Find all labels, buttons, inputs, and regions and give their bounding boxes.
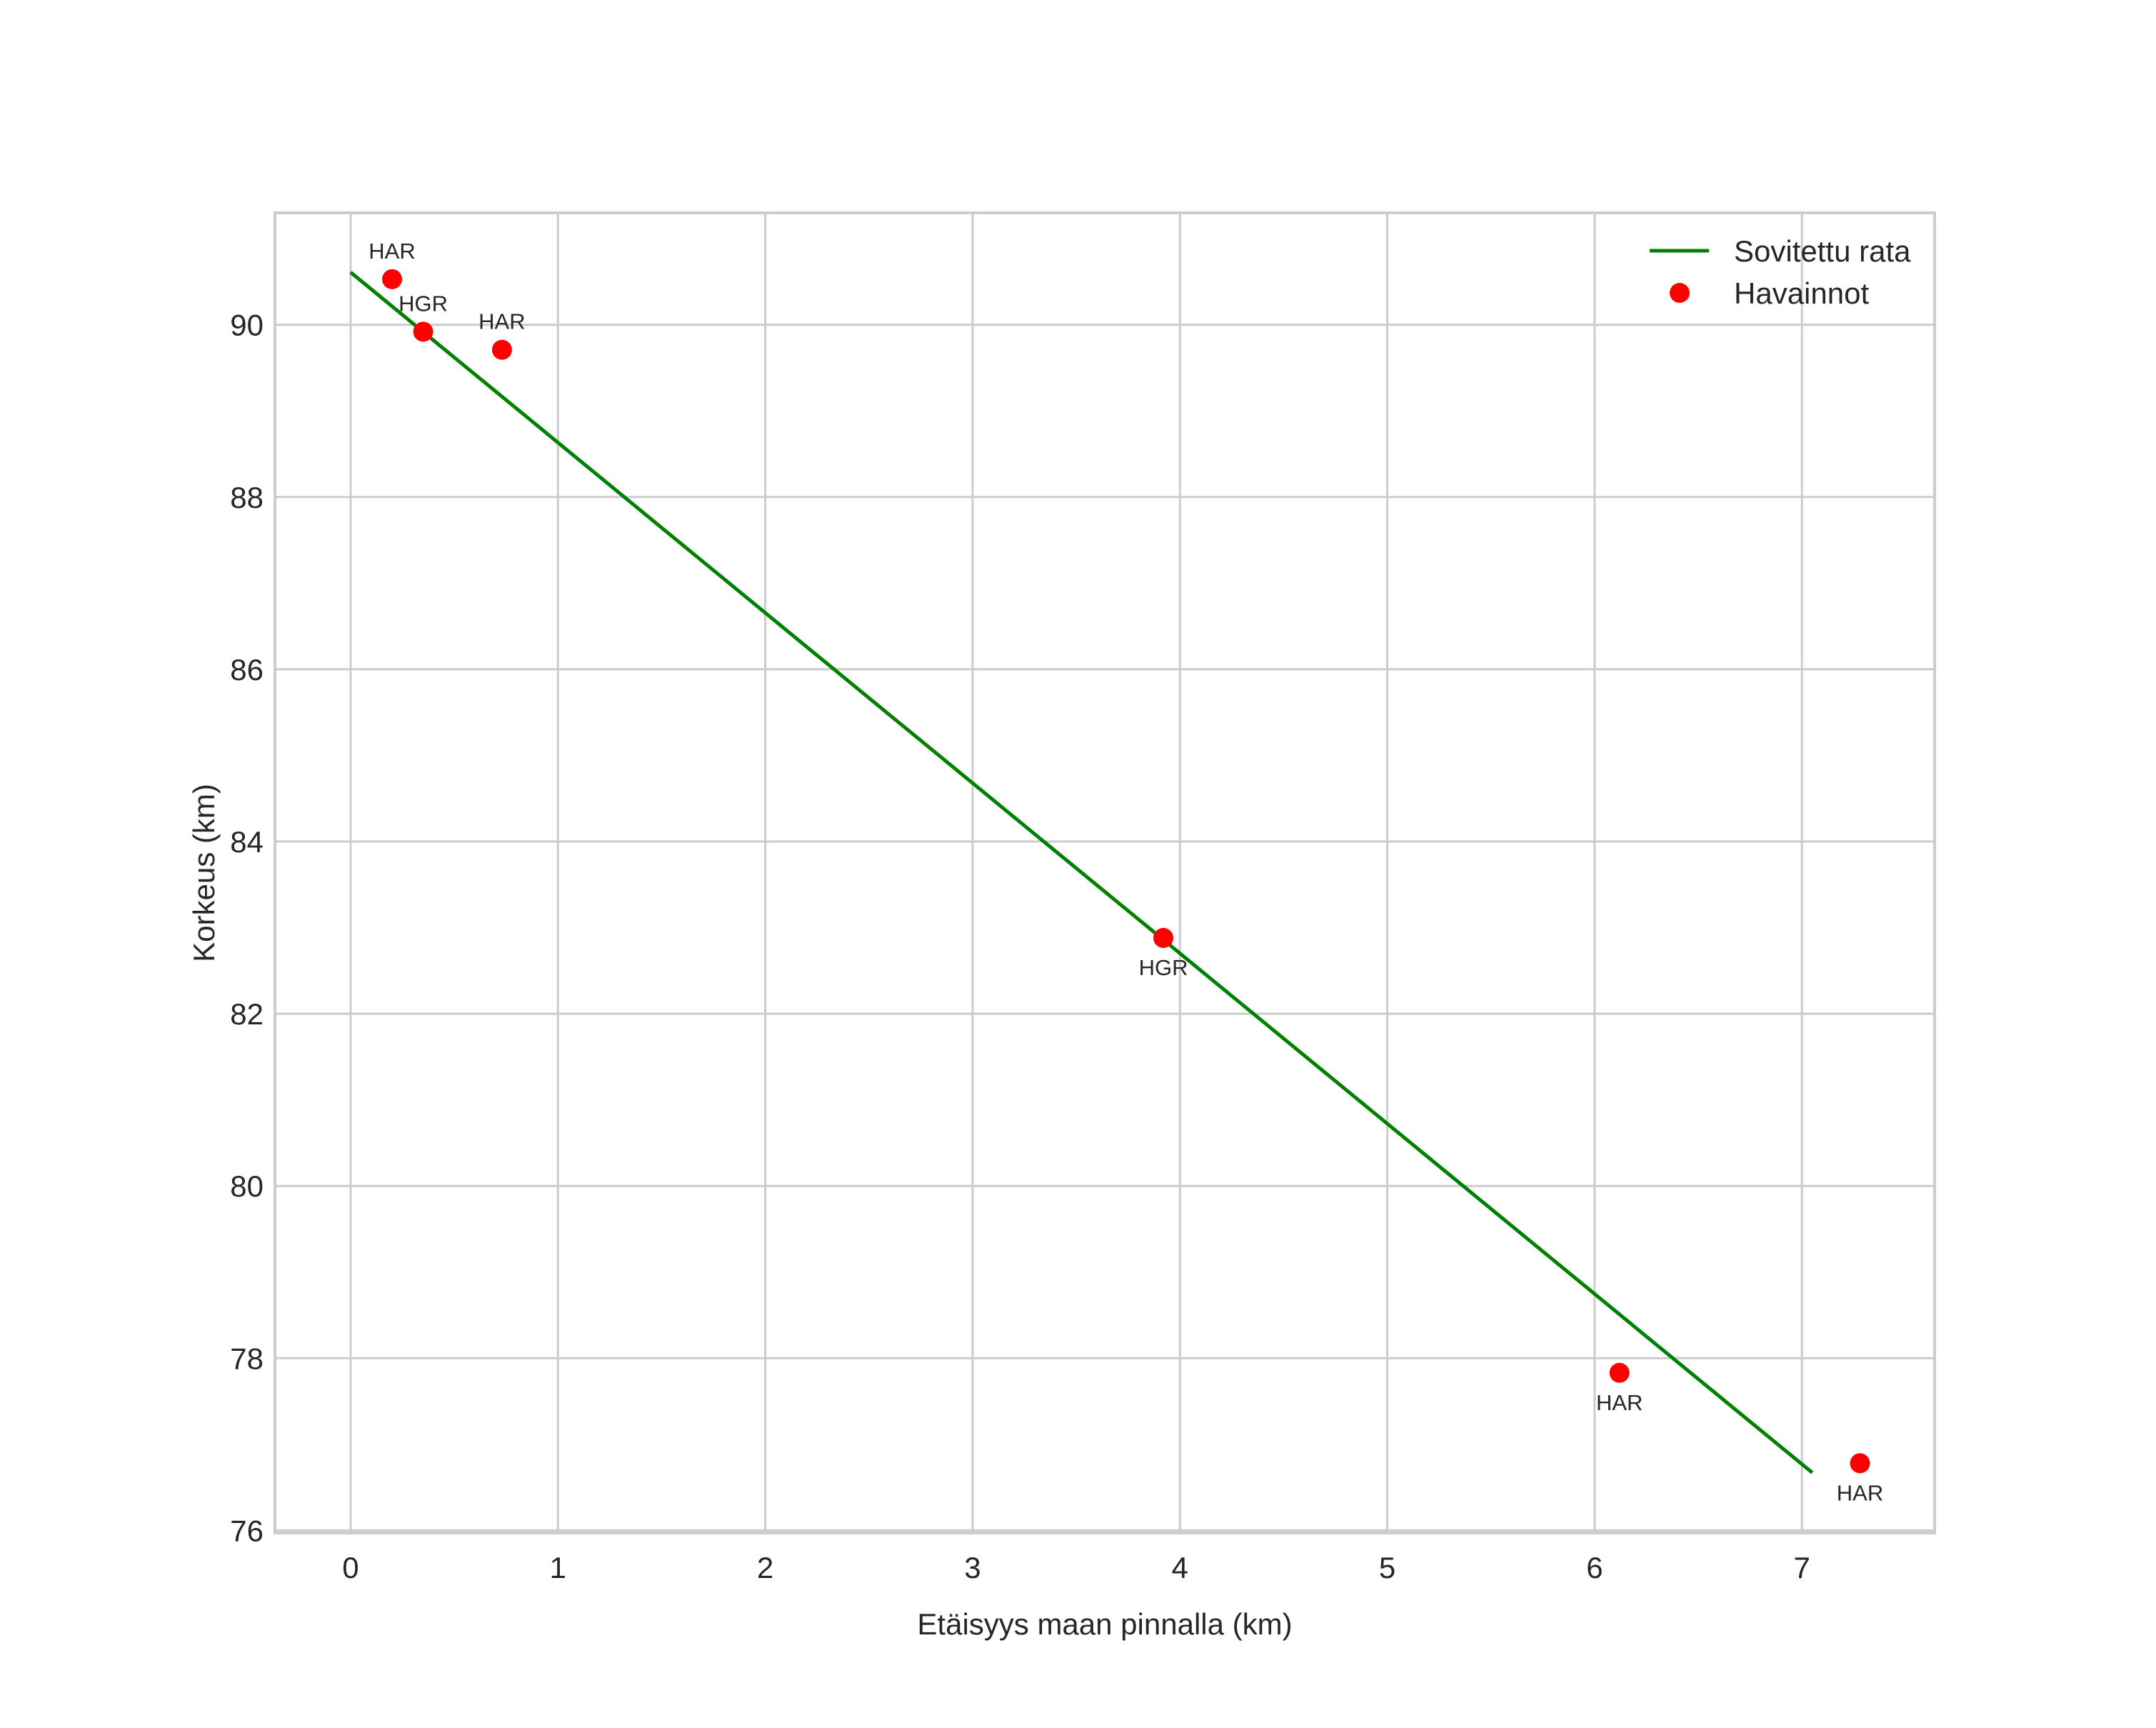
observation-point bbox=[413, 321, 433, 342]
observation-point bbox=[1850, 1453, 1870, 1474]
y-tick-label: 90 bbox=[230, 309, 264, 342]
y-tick-label: 78 bbox=[230, 1342, 264, 1375]
point-station-label: HAR bbox=[368, 239, 415, 264]
y-tick-label: 80 bbox=[230, 1169, 264, 1203]
fitted-line-path bbox=[349, 271, 1814, 1474]
x-tick-label: 1 bbox=[550, 1551, 566, 1584]
point-station-label: HAR bbox=[1596, 1390, 1643, 1415]
point-station-label: HGR bbox=[1139, 955, 1188, 980]
observation-points bbox=[382, 269, 1870, 1474]
y-tick-label: 84 bbox=[230, 825, 264, 859]
point-annotations: HAR HGR HAR HGR HAR HAR bbox=[368, 239, 1883, 1506]
observation-point bbox=[1153, 928, 1174, 949]
point-station-label: HAR bbox=[1837, 1480, 1883, 1505]
y-axis-label: Korkeus (km) bbox=[187, 784, 221, 962]
point-station-label: HAR bbox=[478, 309, 525, 334]
legend-label-observations: Havainnot bbox=[1734, 276, 1869, 310]
x-tick-label: 4 bbox=[1172, 1551, 1188, 1584]
x-tick-label: 2 bbox=[757, 1551, 773, 1584]
y-tick-label: 82 bbox=[230, 997, 264, 1031]
x-gridlines bbox=[349, 213, 1803, 1533]
y-tick-label: 88 bbox=[230, 481, 264, 514]
y-gridlines bbox=[275, 324, 1935, 1532]
plot-area: HAR HGR HAR HGR HAR HAR bbox=[274, 211, 1936, 1534]
point-station-label: HGR bbox=[398, 291, 448, 316]
legend: Sovitettu rata Havainnot bbox=[1650, 234, 1911, 310]
x-tick-label: 0 bbox=[342, 1551, 359, 1584]
axes-background bbox=[275, 213, 1935, 1533]
x-tick-label: 5 bbox=[1379, 1551, 1395, 1584]
y-axis-tick-labels: 76 78 80 82 84 86 88 90 bbox=[230, 309, 264, 1548]
observation-point bbox=[382, 269, 403, 289]
x-tick-label: 7 bbox=[1794, 1551, 1810, 1584]
legend-dot-swatch-icon bbox=[1670, 283, 1690, 303]
observation-point bbox=[491, 339, 512, 360]
x-tick-label: 6 bbox=[1586, 1551, 1603, 1584]
x-tick-label: 3 bbox=[964, 1551, 981, 1584]
y-tick-label: 76 bbox=[230, 1514, 264, 1547]
observation-point bbox=[1609, 1362, 1630, 1383]
axes-frame bbox=[274, 211, 1936, 1534]
legend-label-fitted: Sovitettu rata bbox=[1734, 234, 1911, 268]
x-axis-tick-labels: 0 1 2 3 4 5 6 7 bbox=[342, 1551, 1810, 1584]
y-tick-label: 86 bbox=[230, 653, 264, 686]
fitted-trajectory-line bbox=[349, 271, 1814, 1474]
x-axis-label: Etäisyys maan pinnalla (km) bbox=[917, 1607, 1292, 1641]
